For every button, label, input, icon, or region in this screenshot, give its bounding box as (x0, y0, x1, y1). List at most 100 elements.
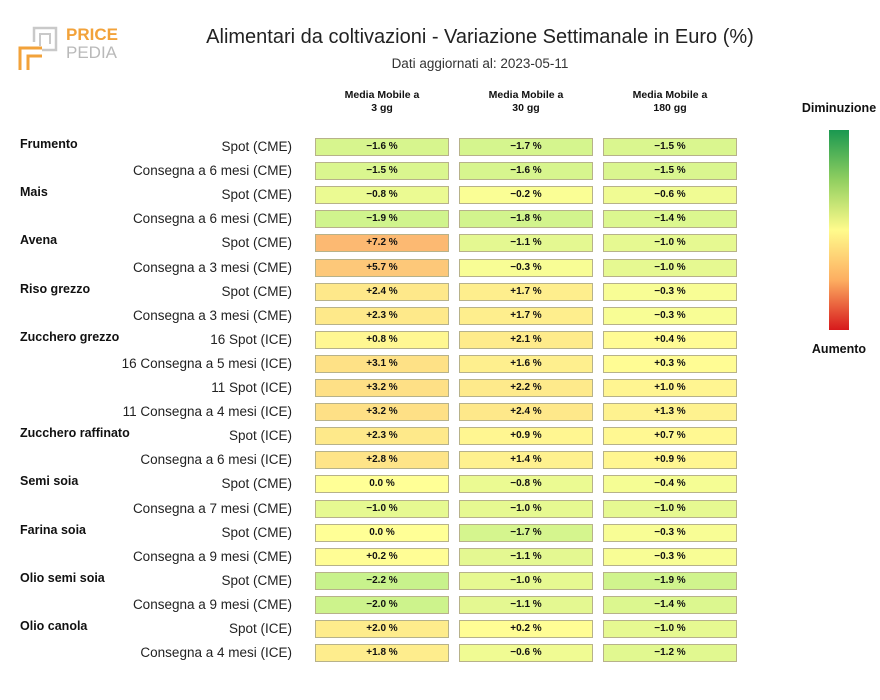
heatmap-cell: −1.0 % (459, 571, 593, 590)
heatmap-cell: −1.0 % (603, 499, 737, 518)
logo-text-top: PRICE (66, 25, 118, 44)
heatmap-cell: +1.7 % (459, 282, 593, 301)
heatmap-cell: +0.2 % (459, 620, 593, 638)
heatmap-cell: −1.1 % (459, 595, 593, 614)
row-label: Consegna a 9 mesi (CME) (132, 596, 292, 612)
heatmap-cell: −0.6 % (459, 644, 593, 663)
heatmap-cell: +2.3 % (315, 427, 449, 446)
heatmap-cell: 0.0 % (315, 475, 449, 494)
heatmap-cell: −2.0 % (315, 595, 449, 614)
commodity-label: Mais (20, 185, 48, 200)
pricepedia-logo: PRICE PEDIA (18, 24, 128, 74)
logo-mark-icon: PRICE PEDIA (18, 25, 118, 70)
row-label: Consegna a 3 mesi (CME) (132, 259, 292, 275)
row-label: Spot (ICE) (228, 428, 292, 444)
heatmap-cell: +1.0 % (603, 379, 737, 397)
row-label: Consegna a 9 mesi (CME) (132, 548, 292, 564)
heatmap-cell: −0.3 % (603, 523, 737, 542)
heatmap-cell: −0.3 % (603, 282, 737, 301)
heatmap-cell: +1.4 % (459, 451, 593, 470)
chart-subtitle: Dati aggiornati al: 2023-05-11 (391, 56, 569, 71)
heatmap-cell: −0.4 % (603, 475, 737, 494)
heatmap-cell: −1.5 % (603, 162, 737, 181)
heatmap-cell: −0.8 % (459, 475, 593, 494)
row-label: Spot (ICE) (228, 621, 292, 636)
heatmap-cell: +2.2 % (459, 379, 593, 397)
row-label: 16 Spot (ICE) (210, 331, 292, 347)
commodity-label: Zucchero raffinato (20, 426, 130, 441)
row-label: Consegna a 6 mesi (CME) (132, 211, 292, 227)
heatmap-cell: 0.0 % (315, 523, 449, 542)
commodity-label: Frumento (20, 137, 78, 151)
commodity-label: Zucchero grezzo (20, 329, 120, 344)
heatmap-cell: −1.9 % (315, 210, 449, 229)
commodity-label: Semi soia (20, 474, 79, 489)
heatmap-cell: +3.1 % (315, 354, 449, 373)
heatmap-cell: −0.6 % (603, 186, 737, 205)
heatmap-cell: −1.4 % (603, 210, 737, 229)
row-label: Spot (CME) (221, 187, 292, 203)
chart-title: Alimentari da coltivazioni - Variazione … (206, 26, 754, 48)
commodity-label: Olio canola (20, 619, 88, 633)
heatmap-cell: +0.9 % (459, 427, 593, 446)
heatmap-cell: −1.2 % (603, 644, 737, 663)
heatmap-cell: +3.2 % (315, 403, 449, 422)
heatmap-cell: +0.4 % (603, 330, 737, 349)
row-label: Consegna a 6 mesi (ICE) (140, 452, 292, 468)
row-label: Consegna a 4 mesi (ICE) (140, 645, 292, 661)
heatmap-cell: +0.9 % (603, 451, 737, 470)
heatmap-cell: +3.2 % (315, 379, 449, 397)
heatmap-cell: +7.2 % (315, 234, 449, 253)
legend-color-scale (829, 130, 849, 330)
column-header: Media Mobile a 180 gg (632, 89, 708, 114)
heatmap-cell: +0.7 % (603, 427, 737, 446)
heatmap-cell: +0.3 % (603, 354, 737, 373)
heatmap-cell: −1.0 % (603, 234, 737, 253)
row-label: Spot (CME) (221, 283, 292, 299)
row-label: 11 Consegna a 4 mesi (ICE) (122, 404, 292, 420)
commodity-label: Farina soia (20, 522, 86, 537)
heatmap-cell: +2.4 % (459, 403, 593, 422)
heatmap-cell: +0.2 % (315, 547, 449, 566)
heatmap-cell: −2.2 % (315, 571, 449, 590)
heatmap-cell: −1.5 % (603, 138, 737, 156)
column-header: Media Mobile a 3 gg (344, 89, 420, 114)
commodity-label: Riso grezzo (20, 281, 91, 296)
heatmap-cell: −1.8 % (459, 210, 593, 229)
heatmap-cell: +1.3 % (603, 403, 737, 422)
heatmap-cell: −0.3 % (459, 258, 593, 277)
legend-bottom-label: Aumento (811, 342, 867, 356)
heatmap-cell: −1.5 % (315, 162, 449, 181)
heatmap-cell: −1.7 % (459, 523, 593, 542)
row-label: Spot (CME) (221, 139, 292, 154)
row-label: 11 Spot (ICE) (211, 380, 292, 395)
row-label: 16 Consegna a 5 mesi (ICE) (121, 355, 292, 371)
column-header: Media Mobile a 30 gg (488, 89, 564, 114)
heatmap-cell: −0.2 % (459, 186, 593, 205)
heatmap-cell: +1.7 % (459, 306, 593, 325)
row-label: Consegna a 6 mesi (CME) (132, 163, 292, 179)
heatmap-cell: +2.1 % (459, 330, 593, 349)
heatmap-cell: −1.6 % (315, 138, 449, 156)
heatmap-cell: −0.3 % (603, 547, 737, 566)
heatmap-cell: +2.3 % (315, 306, 449, 325)
row-label: Consegna a 3 mesi (CME) (132, 307, 292, 323)
heatmap-cell: +2.4 % (315, 282, 449, 301)
legend-top-label: Diminuzione (801, 101, 877, 115)
heatmap-cell: −1.1 % (459, 547, 593, 566)
commodity-label: Avena (20, 233, 58, 248)
heatmap-cell: −1.4 % (603, 595, 737, 614)
heatmap-cell: −1.0 % (315, 499, 449, 518)
commodity-label: Olio semi soia (20, 570, 105, 585)
heatmap-cell: −1.7 % (459, 138, 593, 156)
heatmap-cell: −1.6 % (459, 162, 593, 181)
row-label: Spot (CME) (221, 476, 292, 492)
row-label: Spot (CME) (221, 572, 292, 588)
heatmap-cell: +1.6 % (459, 354, 593, 373)
heatmap-cell: −1.9 % (603, 571, 737, 590)
heatmap-cell: −0.8 % (315, 186, 449, 205)
heatmap-cell: +2.0 % (315, 620, 449, 638)
heatmap-cell: +0.8 % (315, 330, 449, 349)
heatmap-cell: −1.1 % (459, 234, 593, 253)
row-label: Spot (CME) (221, 235, 292, 251)
